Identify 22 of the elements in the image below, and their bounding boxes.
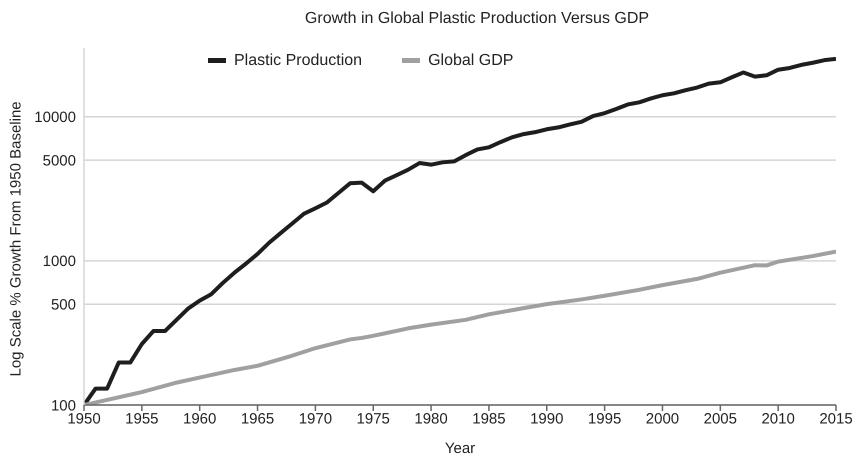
x-tick-label: 1990 <box>530 410 564 428</box>
x-tick-label: 1985 <box>472 410 506 428</box>
x-tick-label: 1955 <box>125 410 159 428</box>
y-tick-label: 5000 <box>42 152 76 170</box>
x-tick-label: 1970 <box>298 410 332 428</box>
legend-label: Global GDP <box>427 52 514 70</box>
y-axis-title: Log Scale % Growth From 1950 Baseline <box>7 101 24 376</box>
x-tick-label: 1965 <box>240 410 274 428</box>
chart-title: Growth in Global Plastic Production Versus GDP <box>304 10 650 28</box>
x-tick-label: 1975 <box>356 410 390 428</box>
x-tick-label: 2005 <box>704 410 737 428</box>
x-tick-label: 2015 <box>819 410 853 428</box>
x-tick-label: 1995 <box>588 410 622 428</box>
x-tick-label: 1980 <box>414 410 448 428</box>
y-tick-label: 10000 <box>34 109 76 126</box>
x-tick-label: 2000 <box>646 410 680 428</box>
x-tick-label: 2010 <box>761 410 795 428</box>
x-axis-title: Year <box>444 440 476 457</box>
y-tick-label: 500 <box>50 296 76 314</box>
y-tick-label: 1000 <box>42 253 76 270</box>
x-tick-label: 1960 <box>183 410 216 428</box>
legend-label: Plastic Production <box>233 52 362 70</box>
